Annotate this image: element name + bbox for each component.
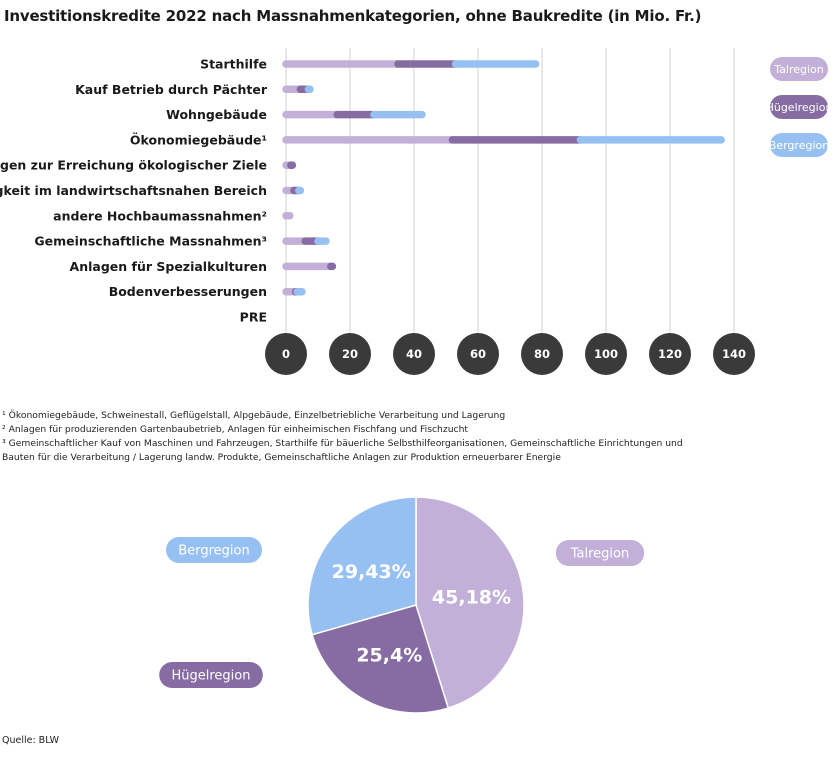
chart-title: Investitionskredite 2022 nach Massnahmen… (4, 7, 702, 25)
pie-slice-bergregion (307, 496, 417, 636)
category-label-taetigkeit-im-landwirtschaftsnahen-bereich: Tätigkeit im landwirtschaftsnahen Bereic… (0, 183, 267, 198)
pie-legend-item-talregion[interactable] (555, 540, 645, 566)
legend-item-huegelregion[interactable] (770, 95, 828, 119)
source-note: Quelle: BLW (2, 735, 60, 746)
category-label-kauf-betrieb-durch-paechter: Kauf Betrieb durch Pächter (75, 82, 268, 97)
tick-label-80: 80 (534, 347, 550, 361)
pie-slice-huegelregion (311, 604, 450, 714)
pie-value-label-bergregion: 29,43% (332, 561, 411, 583)
bar-chart: Starthilfe Kauf Betrieb durch Pächter Wohn… (0, 48, 833, 375)
pie-legend-item-bergregion[interactable] (166, 537, 262, 563)
category-label-starthilfe: Starthilfe (200, 57, 267, 72)
pie-legend-label-talregion: Talregion (570, 547, 629, 562)
pie-value-label-talregion: 45,18% (432, 587, 511, 609)
pie-value-label-huegelregion: 25,4% (356, 644, 422, 666)
legend-label-huegelregion: Hügelregion (766, 101, 833, 114)
tick-marker-120 (649, 333, 691, 375)
pie-legend-label-bergregion: Bergregion (178, 544, 249, 559)
category-label-oekonomiegebaeude: Ökonomiegebäude¹ (130, 132, 267, 147)
footnote-3-continued: Bauten für die Verarbeitung / Lagerung l… (2, 452, 561, 463)
tick-label-0: 0 (282, 347, 290, 361)
tick-marker-80 (521, 333, 563, 375)
tick-marker-140 (713, 333, 755, 375)
tick-marker-60 (457, 333, 499, 375)
pie-legend-item-huegelregion[interactable] (159, 662, 263, 688)
tick-marker-100 (585, 333, 627, 375)
category-label-anlagen-zur-erreichung-oekologischer-ziele: Anlagen zur Erreichung ökologischer Ziel… (0, 158, 267, 173)
tick-marker-0 (265, 333, 307, 375)
footnote-3: ³ Gemeinschaftlicher Kauf von Maschinen … (2, 438, 683, 449)
tick-label-60: 60 (470, 347, 486, 361)
footnote-2: ² Anlagen für produzierenden Gartenbaube… (2, 424, 469, 435)
tick-label-40: 40 (406, 347, 422, 361)
tick-label-20: 20 (342, 347, 358, 361)
tick-label-140: 140 (722, 347, 746, 361)
category-label-anlagen-fuer-spezialkulturen: Anlagen für Spezialkulturen (70, 259, 267, 274)
tick-marker-40 (393, 333, 435, 375)
tick-label-100: 100 (594, 347, 618, 361)
category-label-bodenverbesserungen: Bodenverbesserungen (109, 284, 267, 299)
legend-label-bergregion: Bergregion (769, 139, 829, 152)
legend-item-bergregion[interactable] (770, 133, 828, 157)
category-label-pre: PRE (240, 310, 267, 325)
legend-label-talregion: Talregion (773, 63, 824, 76)
category-label-wohngebaeude: Wohngebäude (166, 107, 267, 122)
category-label-andere-hochbaumassnahmen: andere Hochbaumassnahmen² (53, 208, 267, 223)
pie-slice-talregion (415, 496, 525, 710)
pie-legend-label-huegelregion: Hügelregion (172, 669, 251, 684)
legend-item-talregion[interactable] (770, 57, 828, 81)
tick-label-120: 120 (658, 347, 682, 361)
footnote-1: ¹ Ökonomiegebäude, Schweinestall, Geflüg… (2, 410, 506, 421)
tick-marker-20 (329, 333, 371, 375)
category-label-gemeinschaftliche-massnahmen: Gemeinschaftliche Massnahmen³ (34, 234, 267, 249)
